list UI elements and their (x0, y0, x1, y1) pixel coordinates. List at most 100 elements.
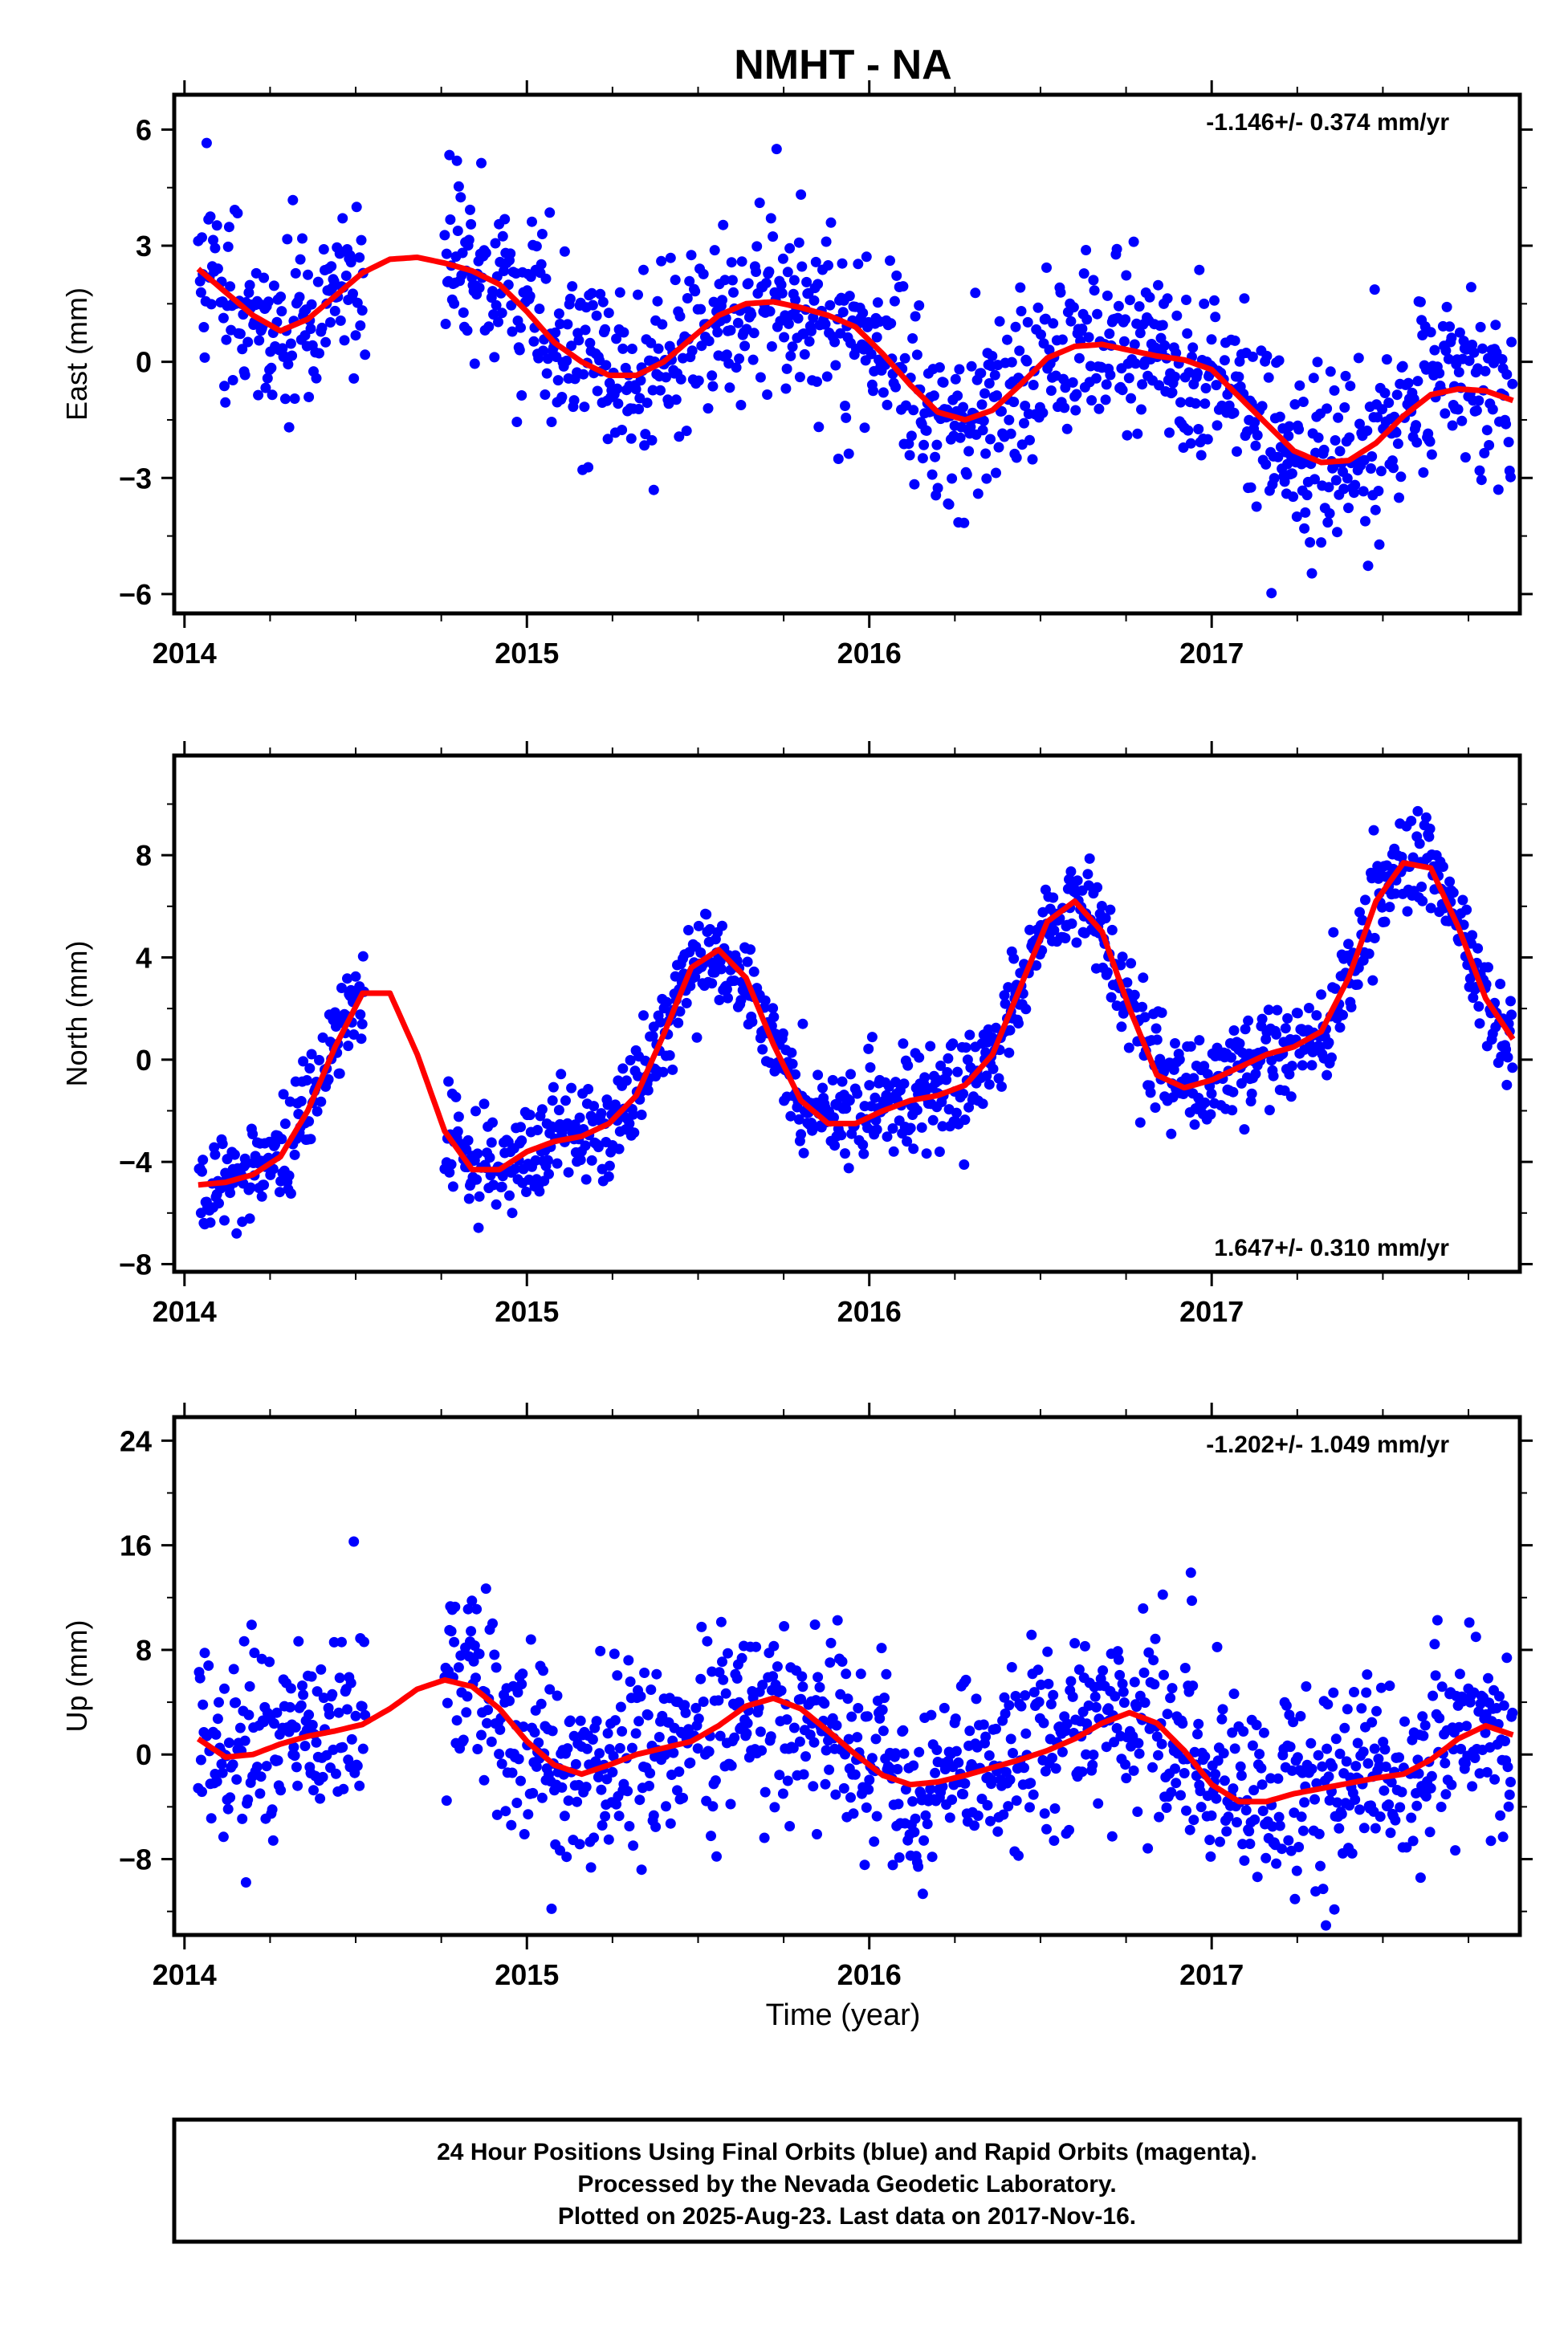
east-data-point (1070, 405, 1081, 416)
east-data-point (1077, 324, 1088, 334)
up-data-point (1358, 1746, 1369, 1758)
up-data-point (264, 1656, 275, 1668)
north-data-point (1264, 1105, 1275, 1116)
east-data-point (1016, 306, 1027, 316)
up-data-point (623, 1655, 634, 1666)
up-data-point (1306, 1763, 1318, 1774)
east-data-point (1501, 369, 1513, 380)
up-data-point (1188, 1815, 1199, 1826)
up-data-point (1199, 1751, 1211, 1762)
east-data-point (1212, 420, 1223, 431)
up-rate-label: -1.202+/- 1.049 mm/yr (1206, 1432, 1449, 1458)
up-data-point (782, 1775, 793, 1786)
up-data-point (1418, 1730, 1429, 1741)
up-data-point (1036, 1679, 1046, 1690)
east-data-point (735, 400, 747, 410)
up-data-point (725, 1798, 736, 1810)
east-data-point (661, 372, 671, 383)
up-data-point (870, 1733, 882, 1745)
up-data-point (1334, 1823, 1345, 1834)
east-data-point (1128, 236, 1139, 247)
east-data-point (1424, 436, 1436, 447)
up-data-point (1296, 1811, 1307, 1823)
north-data-point (1166, 1128, 1177, 1139)
up-data-point (1240, 1805, 1252, 1816)
east-data-point (932, 483, 943, 494)
north-data-point (674, 1006, 686, 1017)
up-data-point (1195, 1802, 1207, 1813)
north-data-point (1003, 982, 1014, 993)
east-data-point (465, 204, 475, 215)
up-data-point (299, 1741, 311, 1752)
east-data-point (617, 425, 628, 435)
east-data-point (784, 242, 796, 254)
up-data-point (898, 1725, 909, 1736)
up-data-point (1047, 1753, 1057, 1763)
north-x-tick-label: 2015 (495, 1295, 559, 1328)
north-data-point (357, 951, 369, 962)
north-data-point (1226, 1052, 1236, 1063)
up-data-point (489, 1649, 500, 1660)
up-data-point (678, 1792, 688, 1803)
east-data-point (303, 392, 315, 402)
east-data-point (527, 216, 537, 227)
east-data-point (211, 220, 222, 231)
north-data-point (647, 1030, 658, 1041)
up-data-point (769, 1802, 780, 1813)
up-data-point (824, 1764, 835, 1775)
up-data-point (1032, 1664, 1044, 1676)
east-data-point (1471, 405, 1482, 416)
up-data-point (1195, 1786, 1206, 1797)
up-data-point (1495, 1810, 1506, 1821)
east-data-point (1021, 356, 1032, 367)
north-data-point (1137, 1001, 1148, 1012)
east-data-point (1130, 358, 1141, 369)
east-data-point (1444, 321, 1456, 332)
north-data-point (1506, 1009, 1517, 1020)
east-data-point (707, 370, 718, 381)
east-data-point (1261, 458, 1272, 470)
east-data-point (294, 291, 305, 303)
up-data-point (1252, 1872, 1263, 1883)
east-data-point (600, 324, 611, 335)
east-data-point (1134, 301, 1145, 312)
up-data-point (1218, 1748, 1229, 1759)
east-data-point (889, 295, 900, 307)
east-data-point (1154, 380, 1165, 391)
east-data-point (782, 267, 793, 278)
north-data-point (1311, 1010, 1322, 1021)
east-data-point (748, 328, 760, 339)
north-data-point (1448, 887, 1459, 898)
east-data-point (1501, 418, 1512, 430)
east-data-point (1137, 379, 1148, 390)
up-data-point (1192, 1729, 1203, 1740)
east-data-point (1377, 404, 1387, 415)
up-data-point (336, 1636, 347, 1648)
east-data-point (762, 389, 773, 400)
up-data-point (591, 1716, 602, 1727)
up-data-point (1500, 1736, 1510, 1746)
east-data-point (1185, 438, 1196, 449)
up-data-point (1087, 1759, 1098, 1770)
east-data-point (583, 462, 594, 473)
up-data-point (1065, 1676, 1077, 1687)
north-data-point (285, 1188, 296, 1199)
east-data-point (1011, 452, 1022, 463)
up-data-point (876, 1643, 887, 1654)
east-data-point (234, 328, 246, 340)
north-data-point (1122, 977, 1133, 988)
up-data-point (1064, 1824, 1074, 1835)
up-data-point (297, 1680, 307, 1691)
east-plot-frame (172, 92, 1522, 616)
north-data-point (683, 925, 694, 935)
up-data-point (1507, 1707, 1518, 1718)
east-data-point (812, 376, 822, 387)
east-data-point (496, 308, 507, 319)
east-y-tick-label: −6 (119, 578, 152, 611)
up-data-point (216, 1758, 227, 1770)
north-data-point (837, 1076, 848, 1087)
east-data-point (225, 281, 236, 292)
east-x-axis: 2014 2015 2016 2017 (153, 80, 1470, 670)
east-data-point (1465, 282, 1476, 293)
north-data-point (197, 1166, 207, 1177)
